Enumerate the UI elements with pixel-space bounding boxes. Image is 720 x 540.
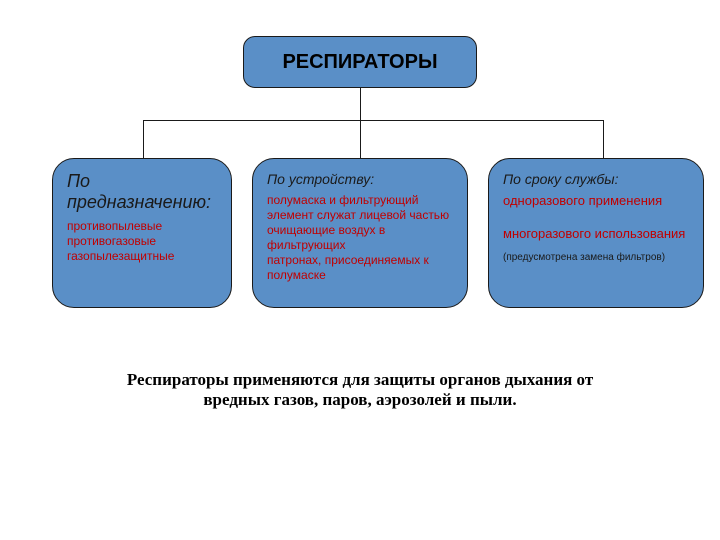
child-body: одноразового применения многоразового ис… <box>503 193 689 242</box>
child-node-0: По предназначению: противопылевые противо… <box>52 158 232 308</box>
root-node: РЕСПИРАТОРЫ <box>243 36 477 88</box>
child-node-1: По устройству: полумаска и фильтрующий эл… <box>252 158 468 308</box>
child-body: противопылевые противогазовые газопылеза… <box>67 219 217 264</box>
child-title: По устройству: <box>267 171 453 187</box>
root-title: РЕСПИРАТОРЫ <box>282 51 437 74</box>
child-title: По сроку службы: <box>503 171 689 187</box>
caption-text: Респираторы применяются для защиты орган… <box>95 370 625 410</box>
child-title: По предназначению: <box>67 171 217 213</box>
child-note: (предусмотрена замена фильтров) <box>503 252 689 263</box>
child-node-2: По сроку службы: одноразового применения … <box>488 158 704 308</box>
child-body: полумаска и фильтрующий элемент служат л… <box>267 193 453 283</box>
